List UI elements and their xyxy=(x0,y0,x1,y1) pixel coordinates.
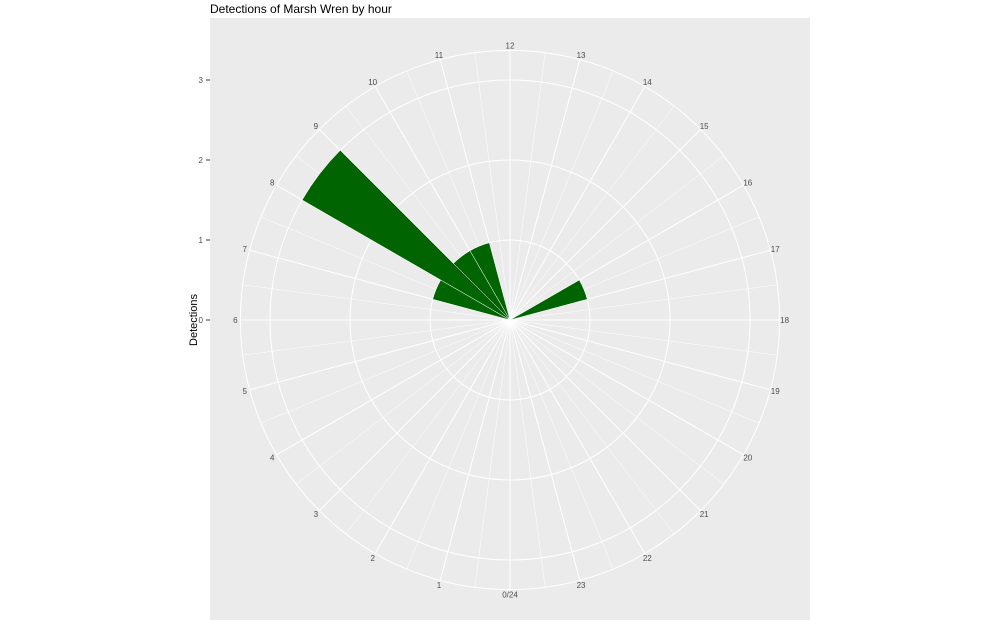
minor-spoke xyxy=(509,105,675,321)
y-axis: 0 1 2 3 xyxy=(199,76,210,325)
hour-label: 3 xyxy=(314,510,319,519)
minor-spoke xyxy=(509,155,725,321)
minor-spoke xyxy=(406,319,511,570)
bars xyxy=(301,149,588,321)
minor-spoke xyxy=(242,319,511,356)
hour-label: 9 xyxy=(314,122,319,131)
hour-label: 0/24 xyxy=(502,591,518,600)
minor-spoke xyxy=(509,319,546,588)
minor-spoke xyxy=(509,319,725,485)
major-spoke xyxy=(439,319,511,581)
hour-label: 2 xyxy=(370,554,375,563)
major-spoke xyxy=(509,86,646,321)
hour-label: 18 xyxy=(780,316,789,325)
minor-spoke xyxy=(509,52,546,321)
minor-spoke xyxy=(242,284,511,321)
hour-label: 6 xyxy=(233,316,238,325)
hour-label: 16 xyxy=(743,179,752,188)
minor-spoke xyxy=(295,319,511,485)
y-tick-label: 3 xyxy=(199,76,204,85)
hour-label: 8 xyxy=(270,179,275,188)
major-spoke xyxy=(249,319,511,391)
minor-spoke xyxy=(260,319,511,424)
hour-label: 20 xyxy=(743,453,752,462)
minor-spoke xyxy=(509,319,760,424)
bar-hour-8 xyxy=(301,149,511,321)
major-spoke xyxy=(509,319,771,391)
chart-title: Detections of Marsh Wren by hour xyxy=(210,2,392,16)
hour-label: 11 xyxy=(435,51,444,60)
y-tick-label: 1 xyxy=(199,236,204,245)
minor-spoke xyxy=(509,319,675,535)
hour-label: 22 xyxy=(643,554,652,563)
y-tick-label: 2 xyxy=(199,156,204,165)
hour-label: 4 xyxy=(270,453,275,462)
major-spoke xyxy=(319,319,511,511)
minor-spoke xyxy=(474,319,511,588)
hour-label: 19 xyxy=(771,387,780,396)
hour-label: 23 xyxy=(577,581,586,590)
bar-hour-10 xyxy=(469,242,511,321)
major-spoke xyxy=(509,319,744,456)
hour-label: 21 xyxy=(700,510,709,519)
minor-spoke xyxy=(474,52,511,321)
bar-hour-16 xyxy=(509,279,588,321)
major-spoke xyxy=(509,319,646,554)
hour-label: 7 xyxy=(243,245,248,254)
major-spoke xyxy=(374,319,511,554)
minor-spoke xyxy=(509,284,778,321)
hour-label: 12 xyxy=(506,41,515,50)
hour-label: 1 xyxy=(437,581,442,590)
minor-spoke xyxy=(345,319,511,535)
hour-label: 15 xyxy=(700,122,709,131)
major-spoke xyxy=(509,129,701,321)
hour-labels: 0/24123456789101112131415161718192021222… xyxy=(233,41,789,599)
y-tick-label: 0 xyxy=(199,316,204,325)
major-spoke xyxy=(509,319,581,581)
minor-spoke xyxy=(509,319,778,356)
y-axis-label: Detections xyxy=(188,294,200,346)
hour-label: 14 xyxy=(643,78,652,87)
minor-spoke xyxy=(509,70,614,321)
minor-spoke xyxy=(509,319,614,570)
hour-label: 5 xyxy=(243,387,248,396)
hour-label: 13 xyxy=(577,51,586,60)
major-spoke xyxy=(276,319,511,456)
hour-label: 10 xyxy=(368,78,377,87)
major-spoke xyxy=(509,59,581,321)
major-spoke xyxy=(509,319,701,511)
hour-label: 17 xyxy=(771,245,780,254)
